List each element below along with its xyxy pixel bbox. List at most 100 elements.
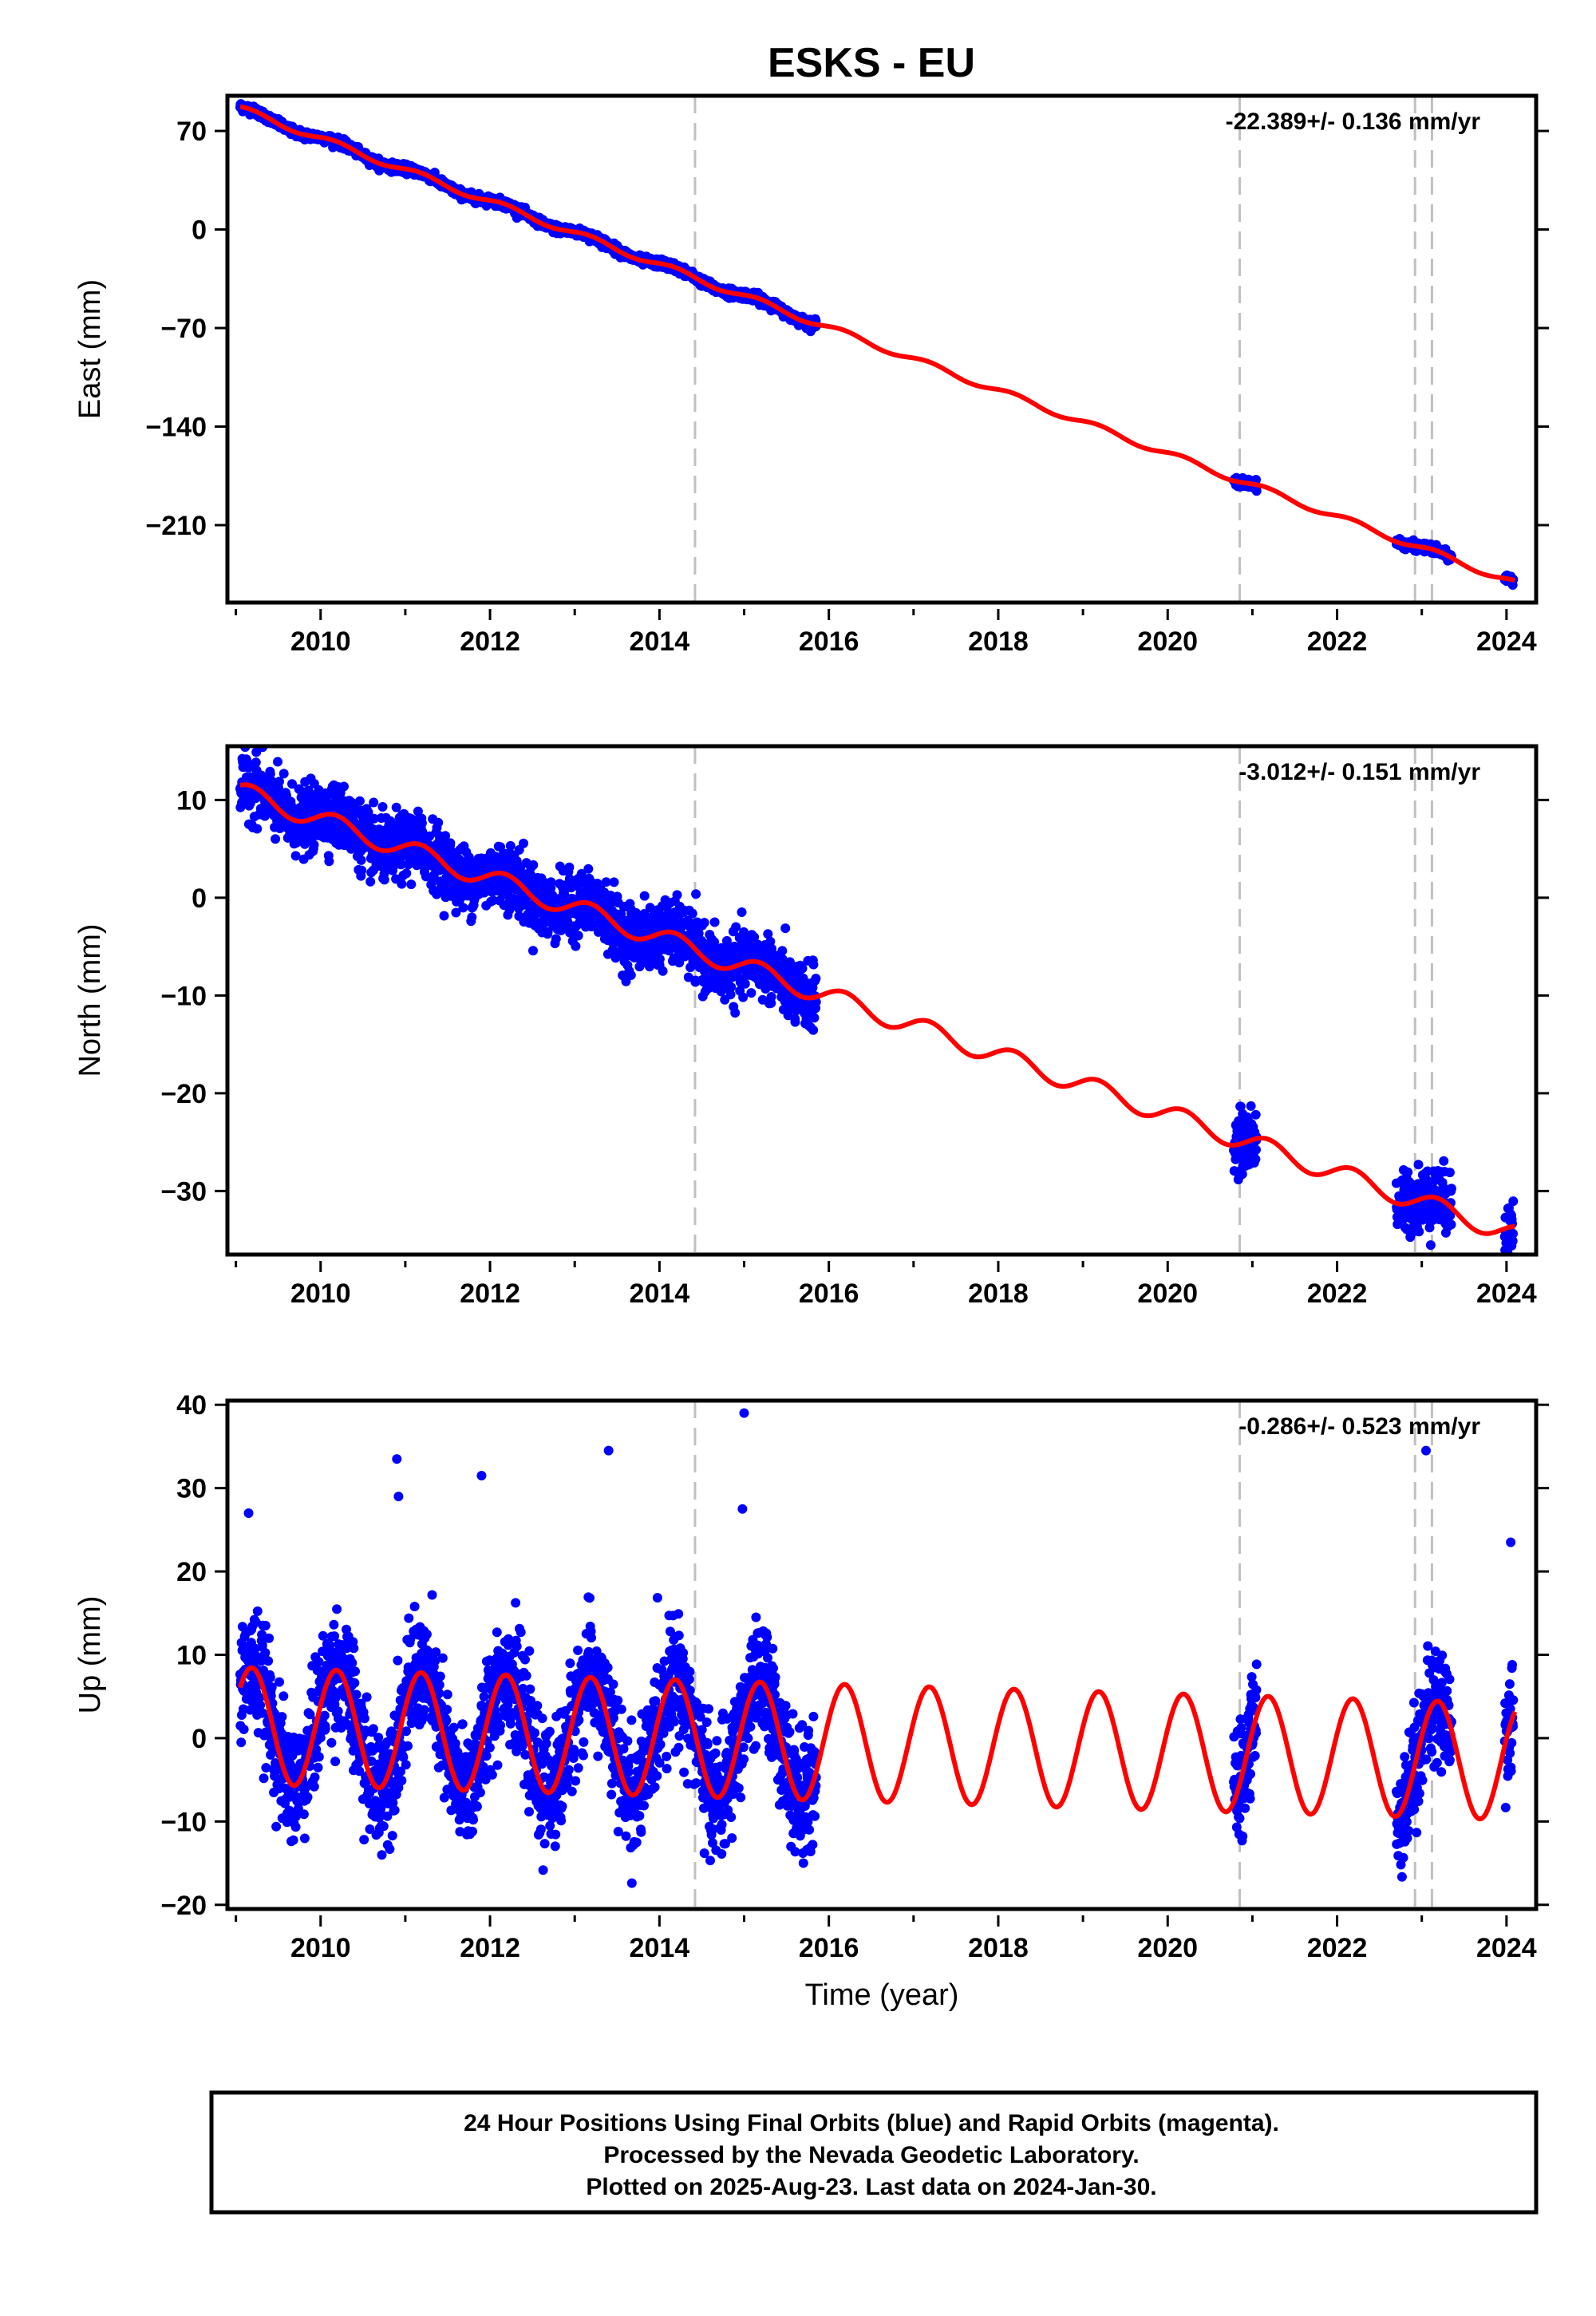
x-tick-label: 2022	[1307, 626, 1368, 657]
data-point	[737, 907, 747, 917]
data-point	[790, 1017, 800, 1027]
x-tick-label: 2024	[1476, 626, 1537, 657]
data-point	[780, 923, 791, 934]
data-point	[687, 908, 697, 919]
data-point	[433, 817, 444, 828]
data-point	[1425, 1240, 1436, 1251]
data-point	[726, 982, 737, 992]
data-point	[658, 966, 668, 976]
data-points	[235, 746, 1519, 1255]
panels: 2010 2012 2014 2016 2018 2020 2022 2024700−70−1…	[73, 93, 1549, 2012]
data-point	[252, 824, 263, 834]
data-point	[354, 796, 365, 806]
data-point	[546, 877, 556, 887]
data-point	[356, 855, 366, 865]
panel-north: 2010 2012 2014 2016 2018 2020 2022 2024100−10−2…	[73, 744, 1549, 1309]
data-point	[369, 813, 379, 824]
data-point	[797, 963, 808, 974]
data-point	[1403, 1167, 1413, 1177]
data-point	[467, 912, 477, 923]
data-point	[738, 992, 749, 1002]
rate-annotation: -22.389+/- 0.136 mm/yr	[1226, 109, 1481, 135]
data-point	[357, 865, 367, 875]
y-tick-label: 70	[176, 117, 207, 147]
data-point	[573, 931, 583, 941]
data-point	[654, 954, 665, 964]
data-point	[731, 922, 741, 932]
data-point	[265, 769, 275, 779]
data-point	[528, 946, 538, 956]
data-point	[808, 1025, 819, 1035]
chart-title: ESKS - EU	[768, 40, 975, 86]
y-tick-label: −210	[145, 511, 207, 541]
data-point	[672, 890, 682, 900]
data-point	[730, 1008, 741, 1018]
plot-area	[235, 96, 1519, 603]
data-point	[279, 769, 289, 779]
data-point	[339, 781, 349, 792]
data-point	[1251, 1144, 1261, 1155]
y-axis-label: East (mm)	[73, 279, 107, 419]
data-point	[309, 840, 319, 850]
data-point	[439, 911, 449, 921]
data-point	[1250, 1154, 1261, 1164]
data-point	[458, 903, 468, 913]
data-point	[287, 779, 297, 789]
data-point	[377, 802, 388, 812]
data-point	[1237, 1169, 1247, 1180]
panel-east: 2010 2012 2014 2016 2018 2020 2022 2024700−70−1…	[73, 93, 1549, 657]
y-axis: 700−70−140−210	[145, 117, 1549, 541]
data-point	[1246, 1101, 1256, 1111]
data-point	[808, 959, 819, 970]
y-tick-label: −70	[160, 314, 207, 344]
data-point	[571, 941, 581, 951]
data-point	[379, 875, 389, 885]
data-point	[639, 891, 650, 901]
data-point	[251, 757, 261, 768]
x-tick-label: 2018	[968, 626, 1029, 657]
data-point	[691, 889, 701, 899]
data-point	[626, 970, 636, 980]
data-point	[273, 757, 282, 767]
data-point	[417, 818, 427, 828]
model-curve	[239, 104, 1516, 583]
data-point	[809, 1013, 820, 1023]
data-point	[406, 879, 417, 890]
data-point	[583, 864, 594, 874]
data-point	[505, 840, 516, 851]
data-point	[740, 978, 750, 989]
data-point	[324, 856, 334, 867]
x-tick-label: 2014	[630, 626, 690, 657]
data-point	[609, 877, 619, 887]
data-point	[401, 868, 412, 879]
data-point	[1414, 1227, 1424, 1237]
x-tick-label: 2016	[799, 626, 859, 657]
y-tick-label: −140	[145, 413, 207, 443]
data-point	[1251, 486, 1262, 496]
x-axis: 2010 2012 2014 2016 2018 2020 2022 2024	[235, 609, 1537, 657]
x-tick-label: 2012	[460, 626, 520, 657]
x-tick-label: 2010	[290, 626, 351, 657]
data-point	[365, 876, 376, 887]
data-point	[1413, 1160, 1424, 1170]
data-point	[1250, 1109, 1261, 1120]
plot-area	[235, 746, 1519, 1255]
data-point	[271, 834, 281, 844]
data-point	[275, 777, 284, 787]
data-point	[811, 974, 821, 984]
x-tick-label: 2020	[1137, 626, 1198, 657]
data-point	[397, 879, 407, 889]
data-point	[528, 860, 539, 870]
data-point	[551, 934, 561, 944]
data-point	[699, 918, 709, 928]
data-point	[777, 946, 788, 956]
data-point	[746, 988, 757, 998]
data-point	[290, 851, 301, 861]
data-point	[519, 838, 528, 848]
data-point	[369, 797, 379, 808]
data-point	[564, 862, 575, 872]
plot-frame	[225, 93, 1539, 605]
data-point	[766, 992, 776, 1002]
data-point	[391, 802, 401, 812]
